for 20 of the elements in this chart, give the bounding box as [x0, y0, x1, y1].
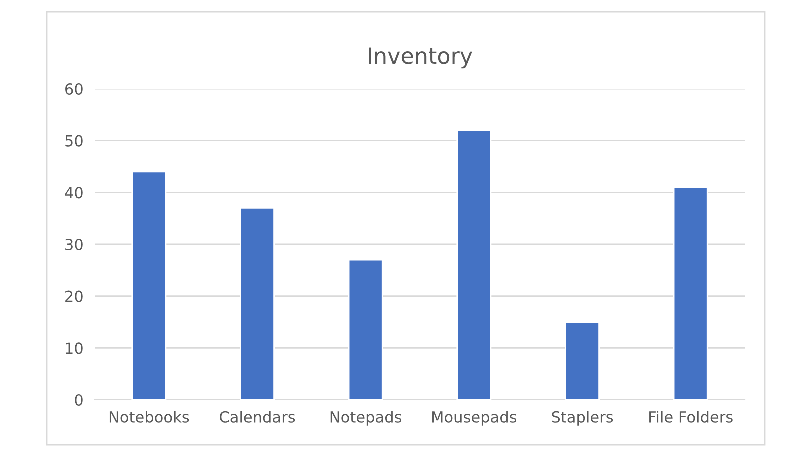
y-tick-label: 30: [66, 238, 83, 251]
bar: [673, 186, 708, 400]
bar: [240, 208, 275, 400]
x-tick-label: Calendars: [220, 411, 296, 423]
y-tick-label: 10: [66, 342, 83, 354]
y-tick-label: 40: [65, 187, 83, 199]
x-tick-label: File Folders: [650, 411, 733, 423]
x-tick-label: Notepads: [330, 411, 402, 426]
x-tick-label: Mousepads: [432, 411, 517, 426]
bar: [132, 171, 167, 400]
x-tick-label: Notebooks: [110, 411, 190, 423]
bar: [348, 259, 384, 400]
y-tick-label: 0: [75, 394, 83, 406]
bar: [456, 130, 492, 400]
bar: [565, 322, 600, 400]
chart-title: Inventory: [369, 48, 472, 69]
y-tick-label: 50: [66, 135, 83, 147]
y-tick-label: 20: [66, 290, 83, 302]
y-tick-label: 60: [66, 83, 83, 96]
x-tick-label: Staplers: [552, 411, 614, 426]
